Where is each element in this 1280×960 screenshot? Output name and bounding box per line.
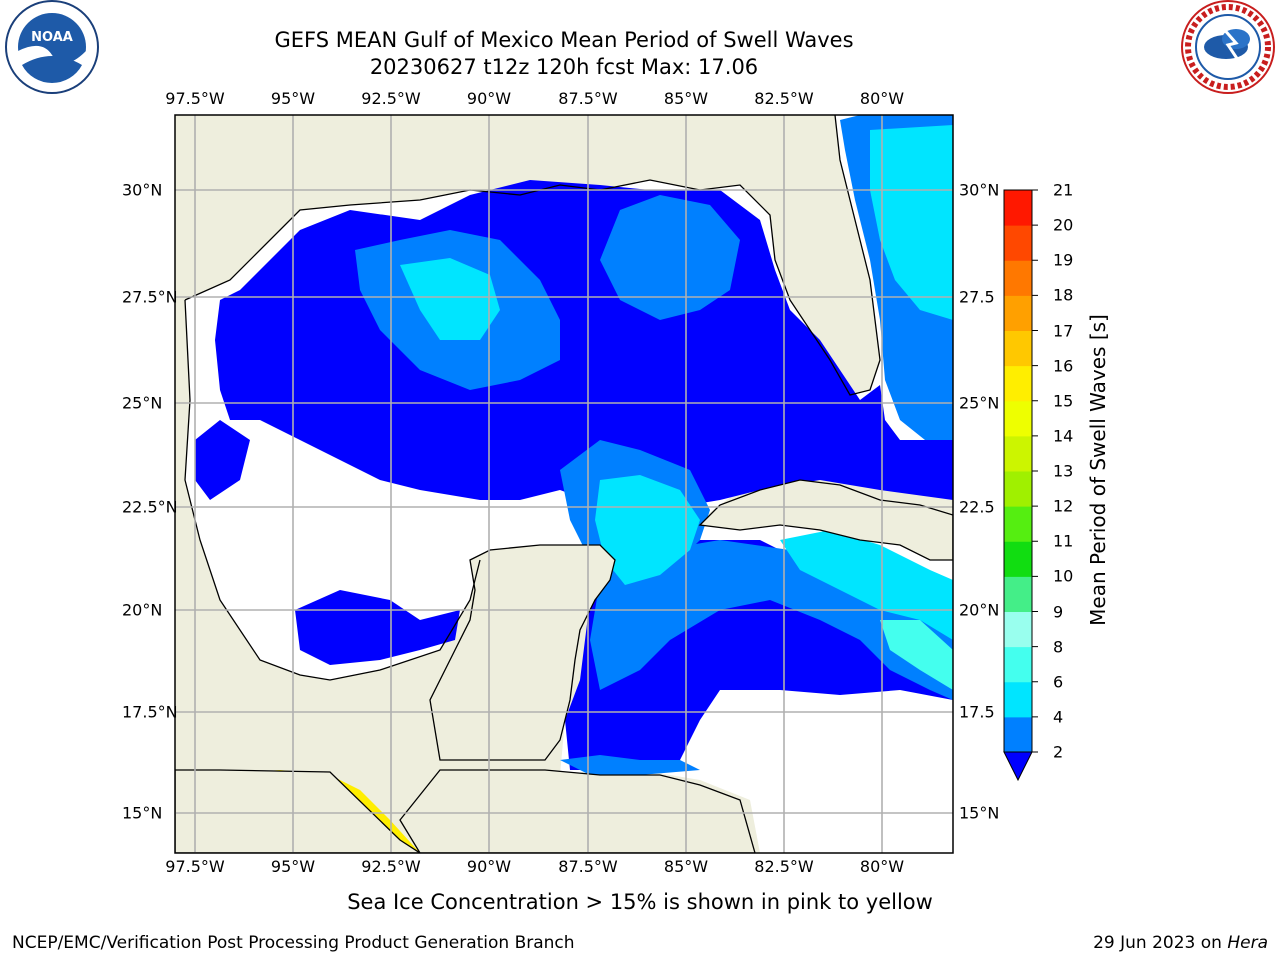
chart-title: GEFS MEAN Gulf of Mexico Mean Period of … bbox=[274, 28, 854, 52]
lon-label-bottom: 80°W bbox=[859, 857, 905, 876]
lat-label-right: 25°N bbox=[959, 393, 1000, 413]
colorbar-title: Mean Period of Swell Waves [s] bbox=[1086, 314, 1110, 626]
colorbar-tick-label: 19 bbox=[1053, 250, 1074, 270]
colorbar-extend-arrow bbox=[1003, 751, 1033, 782]
colorbar-tick-label: 21 bbox=[1053, 180, 1074, 200]
lon-label-bottom: 95°W bbox=[270, 857, 316, 876]
colorbar-tick-label: 14 bbox=[1053, 426, 1074, 446]
colorbar-segment bbox=[1004, 190, 1032, 226]
lon-label-bottom: 90°W bbox=[466, 857, 512, 876]
lat-label-right: 30°N bbox=[959, 180, 1000, 200]
swell-field-6-carib bbox=[780, 530, 953, 640]
colorbar-segment bbox=[1004, 506, 1032, 542]
lon-label-top: 87.5°W bbox=[558, 89, 618, 108]
colorbar-tick-label: 4 bbox=[1053, 707, 1064, 727]
lat-label-right: 17.5 bbox=[959, 702, 995, 722]
swell-field-6 bbox=[400, 258, 500, 340]
lat-label-left: 22.5°N bbox=[122, 497, 178, 517]
graticule bbox=[175, 115, 953, 853]
footer-credit: NCEP/EMC/Verification Post Processing Pr… bbox=[12, 933, 575, 953]
lon-label-bottom: 82.5°W bbox=[754, 857, 814, 876]
lon-label-top: 85°W bbox=[663, 89, 709, 108]
colorbar-segment bbox=[1004, 716, 1032, 753]
lon-label-top: 95°W bbox=[270, 89, 316, 108]
lon-label-top: 97.5°W bbox=[165, 89, 225, 108]
colorbar-segment bbox=[1004, 365, 1032, 402]
swell-field-6-atlantic bbox=[880, 620, 953, 690]
lon-label-bottom: 97.5°W bbox=[165, 857, 225, 876]
chart-subtitle: 20230627 t12z 120h fcst Max: 17.06 bbox=[369, 55, 759, 79]
lat-label-left: 17.5°N bbox=[122, 702, 178, 722]
lon-label-top: 90°W bbox=[466, 89, 512, 108]
lat-label-right: 22.5 bbox=[959, 497, 995, 517]
colorbar-tick-label: 8 bbox=[1053, 637, 1064, 657]
lat-label-left: 30°N bbox=[122, 180, 163, 200]
colorbar-segment bbox=[1004, 435, 1032, 472]
lon-label-top: 80°W bbox=[859, 89, 905, 108]
swell-field-6-florida bbox=[870, 125, 953, 320]
footer-date-text: 29 Jun 2023 on bbox=[1093, 933, 1228, 953]
swell-field-2-west bbox=[195, 420, 250, 500]
gulf-coastline bbox=[184, 115, 881, 396]
lat-label-right: 27.5 bbox=[959, 287, 995, 307]
swell-field-4-east bbox=[600, 195, 740, 320]
lat-label-left: 27.5°N bbox=[122, 287, 178, 307]
lat-label-right: 15°N bbox=[959, 803, 1000, 823]
central-america-land bbox=[175, 769, 422, 853]
lon-label-bottom: 92.5°W bbox=[361, 857, 421, 876]
colorbar bbox=[1003, 189, 1038, 782]
colorbar-tick-label: 20 bbox=[1053, 215, 1074, 235]
colorbar-tick-label: 17 bbox=[1053, 321, 1074, 340]
colorbar-segment bbox=[1004, 576, 1032, 612]
colorbar-segment bbox=[1004, 260, 1032, 296]
colorbar-segment bbox=[1004, 541, 1032, 577]
colorbar-segment bbox=[1004, 471, 1032, 507]
colorbar-tick-label: 9 bbox=[1053, 602, 1064, 621]
colorbar-segment bbox=[1004, 646, 1032, 683]
colorbar-tick-label: 16 bbox=[1053, 356, 1074, 376]
lat-label-right: 20°N bbox=[959, 600, 1000, 620]
colorbar-tick-label: 12 bbox=[1053, 496, 1074, 516]
swell-field-2-bay bbox=[295, 590, 460, 665]
map-frame bbox=[174, 114, 954, 854]
colorbar-segment bbox=[1004, 611, 1032, 648]
lon-label-top: 82.5°W bbox=[754, 89, 814, 108]
colorbar-segment bbox=[1004, 681, 1032, 718]
colorbar-tick-label: 18 bbox=[1053, 285, 1074, 305]
yucatan-land bbox=[429, 544, 616, 761]
colorbar-tick-label: 6 bbox=[1053, 672, 1064, 692]
footer-host: Hera bbox=[1227, 933, 1268, 953]
lat-label-left: 20°N bbox=[122, 600, 163, 620]
colorbar-tick-label: 13 bbox=[1053, 461, 1074, 481]
cuba-land bbox=[698, 479, 953, 561]
lat-label-left: 25°N bbox=[122, 393, 163, 413]
colorbar-segment bbox=[1004, 330, 1032, 367]
swell-field-6-strait bbox=[595, 475, 700, 585]
colorbar-segment bbox=[1004, 225, 1032, 261]
colorbar-tick-label: 15 bbox=[1053, 391, 1074, 411]
sea-ice-note: Sea Ice Concentration > 15% is shown in … bbox=[347, 890, 933, 914]
colorbar-tick-label: 10 bbox=[1053, 566, 1074, 586]
lon-label-bottom: 87.5°W bbox=[558, 857, 618, 876]
footer-date: 29 Jun 2023 on Hera bbox=[1093, 933, 1268, 953]
lon-label-bottom: 85°W bbox=[663, 857, 709, 876]
colorbar-tick-label: 11 bbox=[1053, 531, 1074, 551]
colorbar-tick-label: 2 bbox=[1053, 742, 1064, 762]
mexico-coastline bbox=[184, 299, 481, 681]
swell-field-4-honduras bbox=[560, 755, 700, 775]
lat-label-left: 15°N bbox=[122, 803, 163, 823]
lon-label-top: 92.5°W bbox=[361, 89, 421, 108]
colorbar-segment bbox=[1004, 400, 1032, 437]
colorbar-segment bbox=[1004, 295, 1032, 331]
